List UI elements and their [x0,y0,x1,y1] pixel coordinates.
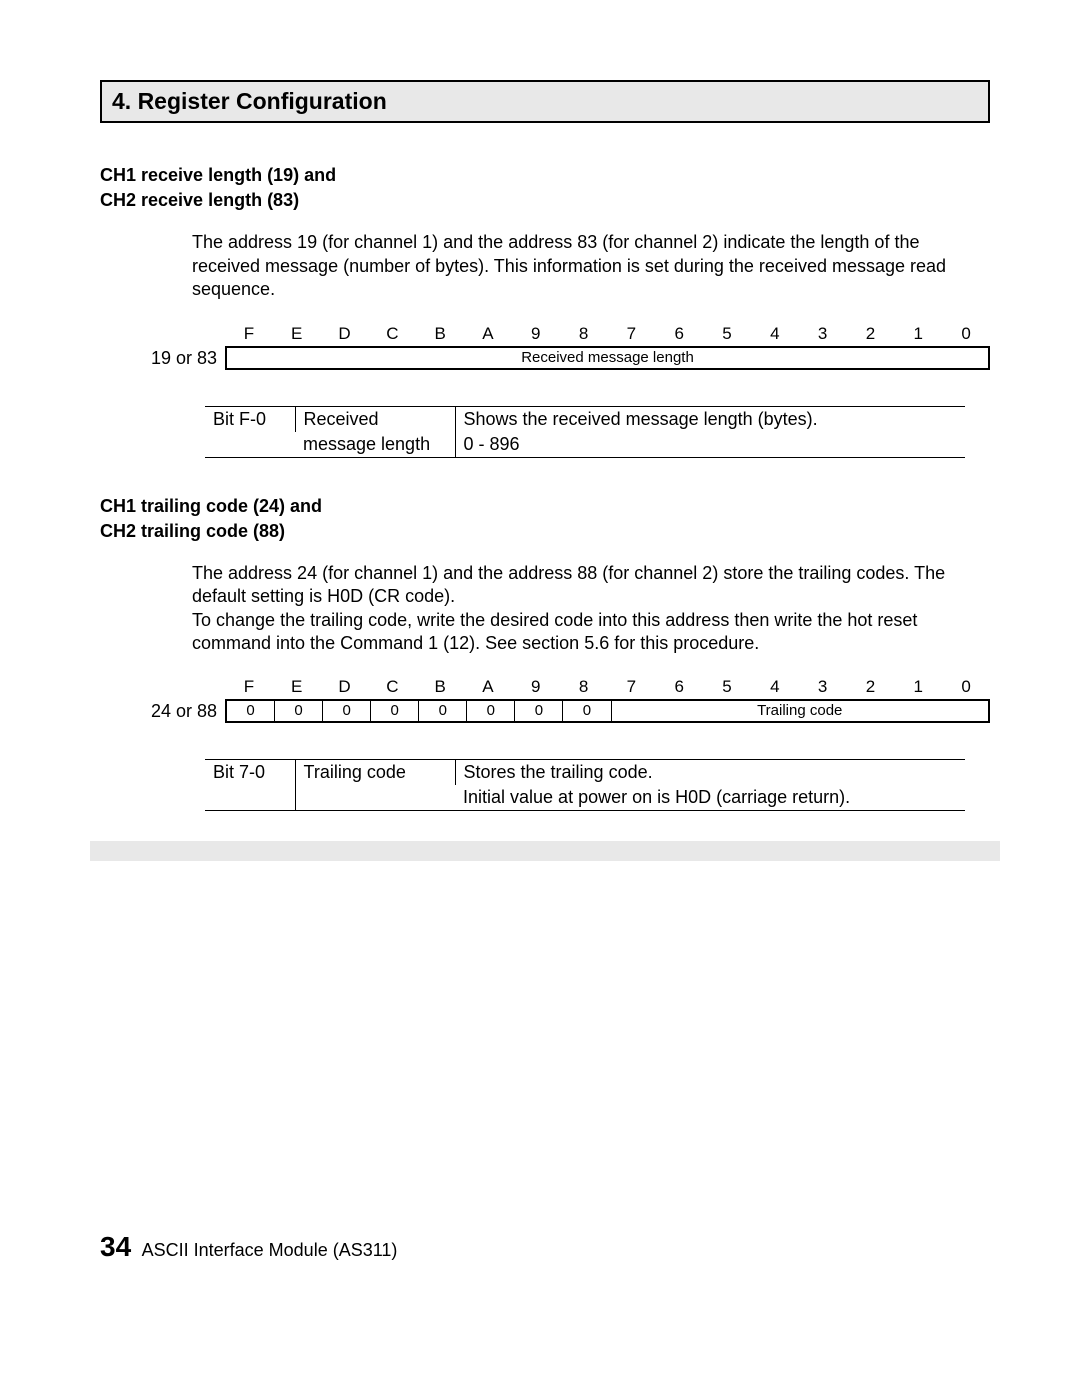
bit-label: 0 [942,677,990,697]
reg-bit-zero: 0 [227,701,275,721]
reg-bit-zero: 0 [563,701,611,721]
register-field: Trailing code [612,701,989,721]
body-trailing-code-a: The address 24 (for channel 1) and the a… [192,562,990,609]
register-2-block: F E D C B A 9 8 7 6 5 4 3 2 1 0 24 or 88… [140,677,990,723]
bit-label: E [273,677,321,697]
bit-label: F [225,324,273,344]
bit-label: 8 [560,677,608,697]
footer-title: ASCII Interface Module (AS311) [142,1240,398,1260]
bit-label: D [321,324,369,344]
subhead-line: CH2 receive length (83) [100,190,299,210]
body-receive-length: The address 19 (for channel 1) and the a… [192,231,990,301]
reg-bit-zero: 0 [467,701,515,721]
desc-bit: Bit 7-0 [205,760,295,811]
bit-label: 8 [560,324,608,344]
bit-label: 1 [894,677,942,697]
bit-label: 7 [608,324,656,344]
desc-text: Initial value at power on is H0D (carria… [455,785,965,811]
section-header: 4. Register Configuration [100,80,990,123]
bit-label: A [464,324,512,344]
desc-text: Stores the trailing code. [455,760,965,786]
register-box: 0 0 0 0 0 0 0 0 Trailing code [225,699,990,723]
reg-bit-zero: 0 [371,701,419,721]
register-address-label: 19 or 83 [140,346,225,370]
desc-name: message length [295,432,455,458]
subhead-receive-length: CH1 receive length (19) and CH2 receive … [100,163,990,213]
desc-text: 0 - 896 [455,432,965,458]
reg-bit-zero: 0 [275,701,323,721]
bit-label: F [225,677,273,697]
body-trailing-code-b: To change the trailing code, write the d… [192,609,990,656]
bit-label: 2 [847,324,895,344]
desc-name: Received [295,406,455,432]
desc-text: Shows the received message length (bytes… [455,406,965,432]
bit-label: C [368,677,416,697]
bit-label: 4 [751,677,799,697]
page-footer: 34 ASCII Interface Module (AS311) [0,1231,1080,1303]
section-end-bar [90,841,1000,861]
bit-label: E [273,324,321,344]
register-row: 24 or 88 0 0 0 0 0 0 0 0 Trailing code [140,699,990,723]
bit-label: B [416,677,464,697]
description-table-2: Bit 7-0 Trailing code Stores the trailin… [205,759,965,811]
bit-label: 1 [894,324,942,344]
bit-header-row: F E D C B A 9 8 7 6 5 4 3 2 1 0 [140,677,990,697]
bit-label: 9 [512,324,560,344]
register-box: Received message length [225,346,990,370]
reg-bit-zero: 0 [323,701,371,721]
reg-bit-zero: 0 [419,701,467,721]
subhead-line: CH1 trailing code (24) and [100,496,322,516]
bit-label: D [321,677,369,697]
bit-label: 6 [655,677,703,697]
bit-label: 5 [703,324,751,344]
register-row: 19 or 83 Received message length [140,346,990,370]
subhead-trailing-code: CH1 trailing code (24) and CH2 trailing … [100,494,990,544]
register-address-label: 24 or 88 [140,699,225,723]
bit-label: 9 [512,677,560,697]
bit-label: 7 [608,677,656,697]
bit-label: 3 [799,677,847,697]
desc-bit: Bit F-0 [205,406,295,457]
page-number: 34 [100,1231,131,1262]
bit-label: 4 [751,324,799,344]
bit-label: C [368,324,416,344]
bit-label: A [464,677,512,697]
desc-name: Trailing code [295,760,455,811]
page-content: 4. Register Configuration CH1 receive le… [0,0,1080,901]
subhead-line: CH1 receive length (19) and [100,165,336,185]
register-field: Received message length [227,348,988,368]
bit-label: 2 [847,677,895,697]
bit-label: 3 [799,324,847,344]
bit-label: B [416,324,464,344]
bit-header-row: F E D C B A 9 8 7 6 5 4 3 2 1 0 [140,324,990,344]
bit-label: 5 [703,677,751,697]
bit-label: 6 [655,324,703,344]
bit-label: 0 [942,324,990,344]
register-1-block: F E D C B A 9 8 7 6 5 4 3 2 1 0 19 or 83… [140,324,990,370]
subhead-line: CH2 trailing code (88) [100,521,285,541]
reg-bit-zero: 0 [515,701,563,721]
description-table-1: Bit F-0 Received Shows the received mess… [205,406,965,458]
